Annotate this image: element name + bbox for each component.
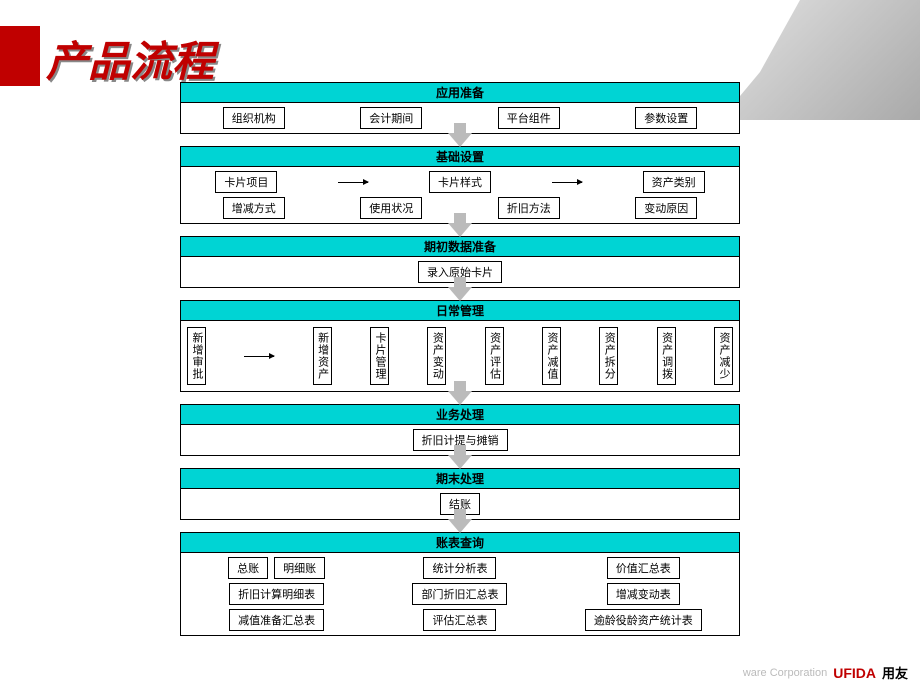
flow-cell: 明细账 bbox=[274, 557, 325, 579]
flow-vcell: 资产评估 bbox=[485, 327, 504, 385]
arrow-down-icon bbox=[448, 287, 472, 301]
flow-cell: 变动原因 bbox=[635, 197, 697, 219]
section-row: 减值准备汇总表 评估汇总表 逾龄役龄资产统计表 bbox=[187, 609, 733, 631]
section-header: 日常管理 bbox=[181, 301, 739, 321]
arrow-right-icon bbox=[244, 356, 274, 357]
cell-group: 增减变动表 bbox=[554, 583, 733, 605]
flow-cell: 会计期间 bbox=[360, 107, 422, 129]
arrow-down-icon bbox=[448, 391, 472, 405]
flow-cell: 平台组件 bbox=[498, 107, 560, 129]
flow-cell: 组织机构 bbox=[223, 107, 285, 129]
arrow-right-icon bbox=[552, 182, 582, 183]
footer-brand-en: UFIDA bbox=[833, 665, 876, 681]
cell-group: 总账明细账 bbox=[187, 557, 366, 579]
flow-vcell: 新增资产 bbox=[313, 327, 332, 385]
flow-cell: 价值汇总表 bbox=[607, 557, 680, 579]
flow-cell: 增减方式 bbox=[223, 197, 285, 219]
cell-group: 价值汇总表 bbox=[554, 557, 733, 579]
section-body: 总账明细账 统计分析表 价值汇总表折旧计算明细表 部门折旧汇总表 增减变动表减值准备汇总… bbox=[181, 553, 739, 635]
footer: ware Corporation UFIDA 用友 bbox=[743, 663, 908, 682]
flowchart-container: 应用准备组织机构 会计期间 平台组件 参数设置基础设置卡片项目 卡片样式 资产类别增减方式… bbox=[180, 82, 740, 636]
flow-cell: 逾龄役龄资产统计表 bbox=[585, 609, 702, 631]
section-row: 新增审批 新增资产 卡片管理 资产变动 资产评估 资产减值 资产拆分 资产调拨 资产减少 bbox=[187, 327, 733, 385]
title-red-bar bbox=[0, 26, 40, 86]
footer-brand-cn: 用友 bbox=[882, 663, 908, 682]
section-header: 基础设置 bbox=[181, 147, 739, 167]
section-header: 期初数据准备 bbox=[181, 237, 739, 257]
flow-vcell: 资产调拨 bbox=[657, 327, 676, 385]
flow-cell: 使用状况 bbox=[360, 197, 422, 219]
flow-cell: 部门折旧汇总表 bbox=[412, 583, 507, 605]
section-row: 折旧计算明细表 部门折旧汇总表 增减变动表 bbox=[187, 583, 733, 605]
section-header: 业务处理 bbox=[181, 405, 739, 425]
footer-corp: ware Corporation bbox=[743, 667, 827, 679]
flow-cell: 折旧计算明细表 bbox=[229, 583, 324, 605]
flow-cell: 总账 bbox=[228, 557, 268, 579]
bg-building-graphic bbox=[720, 0, 920, 120]
arrow-down-icon bbox=[448, 455, 472, 469]
arrow-down-icon bbox=[448, 133, 472, 147]
flow-cell: 增减变动表 bbox=[607, 583, 680, 605]
section-header: 账表查询 bbox=[181, 533, 739, 553]
flow-section-s7: 账表查询总账明细账 统计分析表 价值汇总表折旧计算明细表 部门折旧汇总表 增减变动表减值… bbox=[180, 532, 740, 636]
cell-group: 减值准备汇总表 bbox=[187, 609, 366, 631]
flow-cell: 参数设置 bbox=[635, 107, 697, 129]
cell-group: 折旧计算明细表 bbox=[187, 583, 366, 605]
cell-group: 评估汇总表 bbox=[370, 609, 549, 631]
cell-group: 逾龄役龄资产统计表 bbox=[554, 609, 733, 631]
flow-vcell: 资产减少 bbox=[714, 327, 733, 385]
section-header: 期末处理 bbox=[181, 469, 739, 489]
page-title: 产品流程 bbox=[46, 28, 214, 89]
flow-vcell: 资产变动 bbox=[427, 327, 446, 385]
arrow-down-icon bbox=[448, 223, 472, 237]
flow-vcell: 新增审批 bbox=[187, 327, 206, 385]
flow-cell: 减值准备汇总表 bbox=[229, 609, 324, 631]
section-row: 总账明细账 统计分析表 价值汇总表 bbox=[187, 557, 733, 579]
section-header: 应用准备 bbox=[181, 83, 739, 103]
flow-cell: 卡片样式 bbox=[429, 171, 491, 193]
section-row: 卡片项目 卡片样式 资产类别 bbox=[187, 171, 733, 193]
arrow-down-icon bbox=[448, 519, 472, 533]
flow-cell: 资产类别 bbox=[643, 171, 705, 193]
flow-vcell: 资产减值 bbox=[542, 327, 561, 385]
flow-cell: 折旧方法 bbox=[498, 197, 560, 219]
flow-cell: 卡片项目 bbox=[215, 171, 277, 193]
cell-group: 统计分析表 bbox=[370, 557, 549, 579]
flow-vcell: 资产拆分 bbox=[599, 327, 618, 385]
flow-section-s4: 日常管理新增审批 新增资产 卡片管理 资产变动 资产评估 资产减值 资产拆分 资产调拨 资产减少 bbox=[180, 300, 740, 392]
cell-group: 部门折旧汇总表 bbox=[370, 583, 549, 605]
flow-cell: 评估汇总表 bbox=[423, 609, 496, 631]
arrow-right-icon bbox=[338, 182, 368, 183]
flow-vcell: 卡片管理 bbox=[370, 327, 389, 385]
flow-cell: 统计分析表 bbox=[423, 557, 496, 579]
